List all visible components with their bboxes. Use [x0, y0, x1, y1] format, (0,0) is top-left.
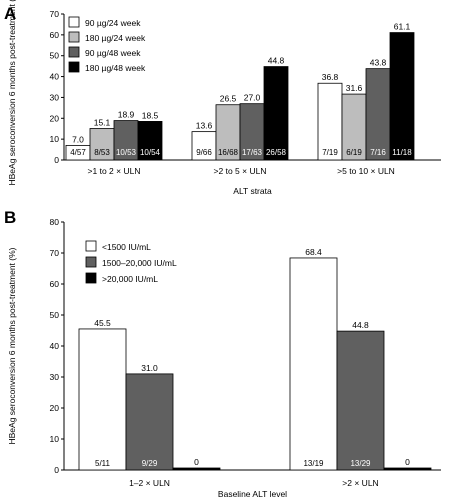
bar-n-label: 16/68	[218, 148, 239, 157]
panel-b-chart: 0 10 20 30 40 50 60 70 80 HBeAg seroconversion 6 …	[7, 217, 441, 499]
bar-n-label: 8/53	[94, 148, 110, 157]
bar-n-label: 7/16	[370, 148, 386, 157]
bar	[78, 328, 127, 471]
x-category-label: 1–2 × ULN	[129, 478, 170, 488]
y-tick-label: 70	[50, 9, 60, 19]
bar	[383, 467, 432, 471]
legend-label: >20,000 IU/mL	[102, 274, 158, 284]
bar-n-label: 10/53	[116, 148, 137, 157]
y-tick-label: 40	[50, 72, 60, 82]
y-tick-label: 40	[50, 341, 60, 351]
bar-value-label: 31.6	[346, 83, 363, 93]
bar-value-label: 68.4	[305, 247, 322, 257]
bar-value-label: 27.0	[244, 93, 261, 103]
bar-value-label: 44.8	[268, 56, 285, 66]
legend-label: 1500–20,000 IU/mL	[102, 258, 177, 268]
bar-value-label: 43.8	[370, 58, 387, 68]
bar-n-label: 5/11	[95, 459, 111, 468]
bar	[263, 66, 289, 161]
y-tick-label: 80	[50, 217, 60, 227]
bar-value-label: 18.9	[118, 110, 135, 120]
y-tick-label: 50	[50, 51, 60, 61]
legend-swatch	[85, 240, 97, 252]
y-tick-label: 20	[50, 113, 60, 123]
y-tick-label: 60	[50, 30, 60, 40]
legend-swatch	[85, 272, 97, 284]
legend-swatch	[68, 31, 80, 43]
bar-n-label: 10/54	[140, 148, 161, 157]
x-category-label: >2 to 5 × ULN	[214, 166, 267, 176]
bar	[191, 131, 217, 161]
bar	[341, 93, 367, 161]
bar	[239, 103, 265, 161]
y-tick-label: 10	[50, 434, 60, 444]
bar-value-label: 7.0	[72, 134, 84, 144]
panel-a-letter: A	[4, 4, 16, 23]
y-tick-label: 0	[54, 155, 59, 165]
bar-n-label: 7/19	[322, 148, 338, 157]
bar-value-label: 18.5	[142, 110, 159, 120]
bar	[365, 68, 391, 161]
y-tick-label: 60	[50, 279, 60, 289]
y-tick-label: 30	[50, 372, 60, 382]
legend-label: 90 µg/48 week	[85, 48, 141, 58]
x-axis-title: ALT strata	[233, 186, 272, 196]
bar-n-label: 26/58	[266, 148, 287, 157]
y-tick-label: 0	[54, 465, 59, 475]
bar-value-label: 13.6	[196, 121, 213, 131]
panel-a-chart: 0 10 20 30 40 50 60 70 HBeAg seroconversion 6 mo…	[7, 0, 441, 196]
y-tick-label: 10	[50, 134, 60, 144]
legend-swatch	[85, 256, 97, 268]
bar-value-label: 0	[405, 457, 410, 467]
legend-swatch	[68, 61, 80, 73]
bar	[336, 330, 385, 471]
y-axis-title: HBeAg seroconversion 6 months post-treat…	[7, 247, 17, 444]
y-tick-label: 30	[50, 92, 60, 102]
y-axis-title: HBeAg seroconversion 6 months post-treat…	[7, 0, 17, 186]
bar-n-label: 13/19	[303, 459, 324, 468]
x-axis-title: Baseline ALT level	[218, 489, 287, 499]
bar-value-label: 45.5	[94, 318, 111, 328]
bar	[172, 467, 221, 471]
bar	[137, 121, 163, 161]
bar-value-label: 36.8	[322, 72, 339, 82]
bar-value-label: 44.8	[352, 320, 369, 330]
bar-value-label: 61.1	[394, 22, 411, 32]
legend-swatch	[68, 16, 80, 28]
bar-n-label: 11/18	[392, 148, 412, 157]
bar-n-label: 6/19	[346, 148, 362, 157]
legend-label: 90 µg/24 week	[85, 18, 141, 28]
x-category-label: >2 × ULN	[342, 478, 378, 488]
bar-value-label: 0	[194, 457, 199, 467]
panel-b-letter: B	[4, 208, 16, 227]
bar	[317, 82, 343, 161]
bar	[215, 104, 241, 161]
legend-label: 180 µg/24 week	[85, 33, 146, 43]
x-category-label: >5 to 10 × ULN	[337, 166, 395, 176]
bar	[125, 373, 174, 471]
bar	[289, 257, 338, 471]
legend-label: <1500 IU/mL	[102, 242, 151, 252]
y-tick-label: 50	[50, 310, 60, 320]
bar	[389, 32, 415, 161]
y-tick-label: 20	[50, 403, 60, 413]
bar-value-label: 31.0	[141, 363, 158, 373]
bar-n-label: 13/29	[350, 459, 371, 468]
bar-n-label: 4/57	[70, 148, 86, 157]
bar-value-label: 15.1	[94, 118, 111, 128]
bar-value-label: 26.5	[220, 94, 237, 104]
bar-n-label: 9/29	[142, 459, 158, 468]
bar-n-label: 9/66	[196, 148, 212, 157]
x-category-label: >1 to 2 × ULN	[88, 166, 141, 176]
bar-n-label: 17/63	[242, 148, 263, 157]
legend-swatch	[68, 46, 80, 58]
y-tick-label: 70	[50, 248, 60, 258]
legend-label: 180 µg/48 week	[85, 63, 146, 73]
bar	[113, 120, 139, 161]
